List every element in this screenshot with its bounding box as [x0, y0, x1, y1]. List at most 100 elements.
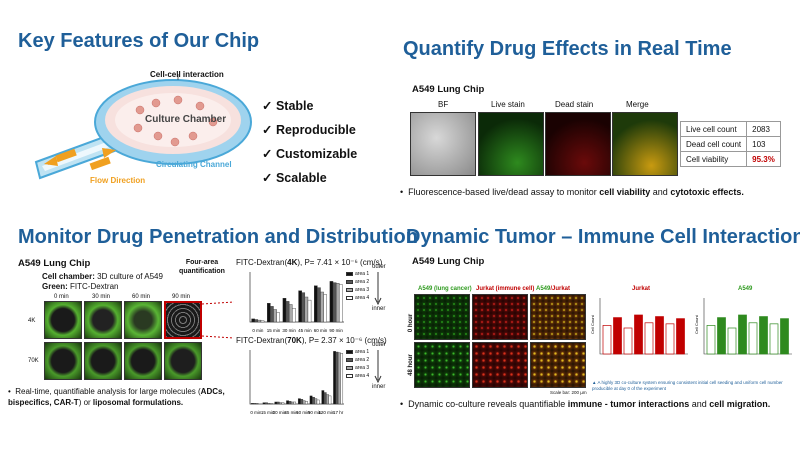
- bar: [676, 318, 685, 355]
- four-area-label: Four-area quantification: [179, 259, 225, 275]
- chip-diagram: [34, 74, 252, 180]
- features-title: Key Features of Our Chip: [18, 30, 260, 52]
- img-a549-0h: [414, 294, 470, 340]
- bar: [302, 400, 306, 405]
- bar: [321, 390, 325, 405]
- q3-bullet: • Real-time, quantifiable analysis for l…: [8, 387, 225, 407]
- tick-label: 90 min: [308, 410, 322, 415]
- panel-label-bf: BF: [438, 100, 449, 109]
- q2-chip-label: A549 Lung Chip: [412, 84, 485, 95]
- micro-4k-90: [164, 301, 202, 339]
- tick-label: 90 min: [329, 328, 343, 333]
- legend-swatch: [346, 350, 353, 354]
- bar: [634, 314, 643, 355]
- outer-label: outer: [372, 342, 386, 348]
- bar: [314, 398, 318, 405]
- panel-label-merge: Merge: [626, 100, 649, 109]
- bar: [323, 392, 327, 405]
- bar: [309, 395, 313, 405]
- tick-label: 0 min: [250, 410, 262, 415]
- bar: [290, 401, 294, 405]
- legend-label: area 1: [355, 349, 370, 355]
- bar: [623, 327, 633, 355]
- chart1-title: FITC-Dextran(4K), P= 7.41 × 10⁻⁶ (cm/s): [236, 258, 383, 267]
- cell-interaction-label: Cell-cell interaction: [150, 70, 224, 79]
- legend-label: area 4: [355, 373, 370, 379]
- bar: [286, 400, 289, 405]
- flow-direction-label: Flow Direction: [90, 176, 146, 185]
- bar: [738, 314, 747, 355]
- arrow-outer-inner: [374, 272, 382, 306]
- bar: [320, 291, 324, 323]
- tick-label: 0 min: [252, 328, 264, 333]
- img-merge-48h: [530, 342, 586, 388]
- bar: [312, 397, 315, 405]
- bar: [267, 303, 271, 323]
- feature-list: ✓ Stable ✓ Reproducible ✓ Customizable ✓…: [262, 98, 357, 194]
- tick-label: 45 min: [298, 328, 312, 333]
- feature-item: ✓ Scalable: [262, 171, 327, 185]
- chart2-title: FITC-Dextran(70K), P= 2.37 × 10⁻⁶ (cm/s): [236, 336, 387, 345]
- tick-label: 30 min: [282, 328, 296, 333]
- bar: [288, 304, 293, 323]
- inner-label: inner: [372, 384, 386, 390]
- micro-70k-90: [164, 342, 202, 380]
- legend-item: area 3: [346, 286, 369, 294]
- chart-a549-title: A549: [738, 286, 753, 292]
- bar: [250, 403, 254, 405]
- img-jurkat-48h: [472, 342, 528, 388]
- bar: [316, 399, 320, 405]
- culture-chamber-label: Culture Chamber: [145, 114, 227, 125]
- bar: [335, 351, 339, 405]
- bar: [276, 312, 280, 323]
- tick-label: 60 min: [314, 328, 328, 333]
- tick-label: 15 min: [267, 328, 281, 333]
- scale-bar-label: Scale bar: 200 µm: [550, 390, 587, 395]
- img-jurkat-0h: [472, 294, 528, 340]
- col-merge: A549/Jurkat: [536, 286, 571, 292]
- merge-image: [612, 112, 678, 176]
- legend-item: area 4: [346, 294, 369, 302]
- bar: [255, 403, 259, 405]
- bar: [301, 292, 306, 323]
- bar: [337, 352, 341, 405]
- time-label: 60 min: [132, 294, 151, 300]
- legend-item: area 2: [346, 278, 369, 286]
- bar: [335, 283, 340, 323]
- feature-item: ✓ Reproducible: [262, 123, 356, 137]
- q4-bullet: • Dynamic co-culture reveals quantifiabl…: [400, 399, 771, 409]
- q3-chip-label: A549 Lung Chip: [18, 258, 91, 269]
- inner-label: inner: [372, 306, 386, 312]
- legend-swatch: [346, 366, 353, 370]
- bar: [276, 401, 280, 405]
- y-axis-label: Cell Count: [694, 314, 699, 334]
- chart-4k: 0 min 15 min 30 min 45 min 60 min 90 min: [249, 272, 344, 333]
- stats-row: Cell viability 95.3%: [679, 151, 781, 167]
- bar: [282, 298, 287, 323]
- micro-70k-60: [124, 342, 162, 380]
- tick-label: 17 hr: [333, 410, 344, 415]
- bar: [254, 319, 259, 323]
- bar: [305, 401, 308, 405]
- col-jurkat: Jurkat (immune cell): [476, 286, 535, 292]
- row-label-70k: 70K: [28, 358, 39, 364]
- tick-label: 60 min: [296, 410, 310, 415]
- panel-label-dead: Dead stain: [555, 100, 594, 109]
- bar: [260, 320, 265, 323]
- bar: [339, 284, 343, 323]
- bar: [300, 399, 304, 405]
- bar: [251, 318, 255, 323]
- bar: [333, 351, 336, 405]
- bar: [297, 398, 301, 405]
- legend-label: area 1: [355, 271, 370, 277]
- legend-swatch: [346, 272, 353, 276]
- micro-4k-60: [124, 301, 162, 339]
- legend-label: area 3: [355, 365, 370, 371]
- legend-item: area 3: [346, 364, 369, 372]
- legend-70k: area 1 area 2 area 3 area 4: [346, 348, 369, 380]
- legend-label: area 2: [355, 357, 370, 363]
- micro-70k-30: [84, 342, 122, 380]
- bar: [288, 401, 292, 405]
- time-label: 90 min: [172, 294, 191, 300]
- bar: [257, 319, 262, 323]
